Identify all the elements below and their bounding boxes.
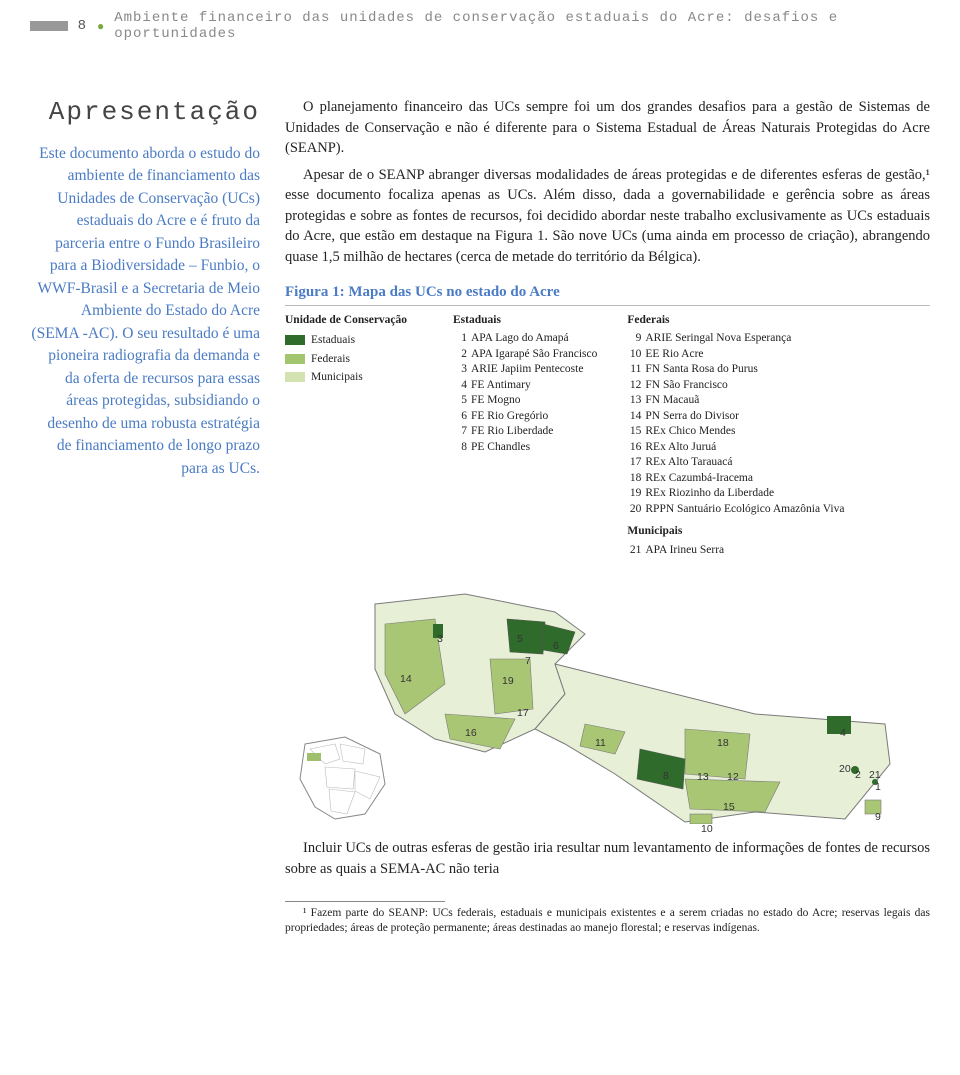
legend-item: 11FN Santa Rosa do Purus <box>627 362 844 378</box>
page-number: 8 <box>78 18 87 34</box>
running-title: Ambiente financeiro das unidades de cons… <box>114 10 960 42</box>
figure-legend: Unidade de Conservação Estaduais Federai… <box>285 312 930 558</box>
legend-item: 14PN Serra do Divisor <box>627 409 844 425</box>
header-bullet-icon: ● <box>97 19 104 34</box>
legend-item: 16REx Alto Juruá <box>627 440 844 456</box>
map-label: 10 <box>701 822 713 837</box>
right-column: O planejamento financeiro das UCs sempre… <box>285 97 930 942</box>
legend-item: 10EE Rio Acre <box>627 347 844 363</box>
map-label: 8 <box>663 769 669 784</box>
legend-federais-label: Federais <box>311 351 350 367</box>
running-header: 8 ● Ambiente financeiro das unidades de … <box>0 0 960 42</box>
legend-item: 2APA Igarapé São Francisco <box>453 347 597 363</box>
legend-item: 8PE Chandles <box>453 440 597 456</box>
legend-swatches: Unidade de Conservação Estaduais Federai… <box>285 312 435 558</box>
legend-item: 12FN São Francisco <box>627 378 844 394</box>
legend-categories: Estaduais 1APA Lago do Amapá2APA Igarapé… <box>453 312 930 558</box>
header-bar <box>30 21 68 31</box>
paragraph-2: Apesar de o SEANP abranger diversas moda… <box>285 165 930 268</box>
category-estaduais-label: Estaduais <box>453 312 597 328</box>
map-label: 11 <box>595 736 606 751</box>
legend-item: 3ARIE Japiim Pentecoste <box>453 362 597 378</box>
legend-item: 6FE Rio Gregório <box>453 409 597 425</box>
footnote: ¹ Fazem parte do SEANP: UCs federais, es… <box>285 906 930 936</box>
swatch-federais <box>285 354 305 364</box>
content-columns: Apresentação Este documento aborda o est… <box>0 42 960 942</box>
section-heading: Apresentação <box>30 97 260 127</box>
legend-item: 20RPPN Santuário Ecológico Amazônia Viva <box>627 502 844 518</box>
legend-municipais-label: Municipais <box>311 369 363 385</box>
map-figure: 314567191716118181312151042022119 <box>285 564 930 824</box>
map-label: 14 <box>400 672 412 687</box>
legend-item: 18REx Cazumbá-Iracema <box>627 471 844 487</box>
map-label: 9 <box>875 810 881 825</box>
map-label: 19 <box>502 674 514 689</box>
legend-item: 15REx Chico Mendes <box>627 424 844 440</box>
map-label: 2 <box>855 768 861 783</box>
map-label: 18 <box>717 736 729 751</box>
map-label: 6 <box>553 639 559 654</box>
footnote-rule <box>285 901 445 902</box>
map-label: 15 <box>723 800 735 815</box>
brazil-inset-icon <box>285 729 395 824</box>
swatch-estaduais <box>285 335 305 345</box>
legend-item: 7FE Rio Liberdade <box>453 424 597 440</box>
map-label: 7 <box>525 654 531 669</box>
map-label: 5 <box>517 632 523 647</box>
legend-item: 19REx Riozinho da Liberdade <box>627 486 844 502</box>
closing-paragraph: Incluir UCs de outras esferas de gestão … <box>285 838 930 879</box>
category-estaduais: Estaduais 1APA Lago do Amapá2APA Igarapé… <box>453 312 597 558</box>
figure-title: Figura 1: Mapa das UCs no estado do Acre <box>285 282 930 306</box>
legend-header: Unidade de Conservação <box>285 312 435 328</box>
map-label: 13 <box>697 770 709 785</box>
category-federais: Federais 9ARIE Seringal Nova Esperança10… <box>627 312 844 558</box>
legend-item: 17REx Alto Tarauacá <box>627 455 844 471</box>
map-label: 16 <box>465 726 477 741</box>
map-label: 1 <box>875 780 881 795</box>
legend-item: 5FE Mogno <box>453 393 597 409</box>
map-label: 4 <box>840 726 846 741</box>
category-federais-label: Federais <box>627 312 844 328</box>
legend-item: 9ARIE Seringal Nova Esperança <box>627 331 844 347</box>
legend-item: 21APA Irineu Serra <box>627 543 844 559</box>
legend-item: 4FE Antimary <box>453 378 597 394</box>
intro-paragraph: Este documento aborda o estudo do ambien… <box>30 143 260 480</box>
legend-item: 1APA Lago do Amapá <box>453 331 597 347</box>
map-est-4 <box>827 716 851 734</box>
left-column: Apresentação Este documento aborda o est… <box>30 97 260 942</box>
legend-item: 13FN Macauã <box>627 393 844 409</box>
map-label: 12 <box>727 770 739 785</box>
map-label: 3 <box>437 632 443 647</box>
legend-estaduais-label: Estaduais <box>311 332 355 348</box>
map-label: 20 <box>839 762 851 777</box>
map-est-5-7 <box>507 619 545 654</box>
brazil-inset-acre <box>307 753 321 761</box>
swatch-municipais <box>285 372 305 382</box>
category-municipais-label: Municipais <box>627 523 844 539</box>
map-label: 17 <box>517 706 529 721</box>
paragraph-1: O planejamento financeiro das UCs sempre… <box>285 97 930 159</box>
